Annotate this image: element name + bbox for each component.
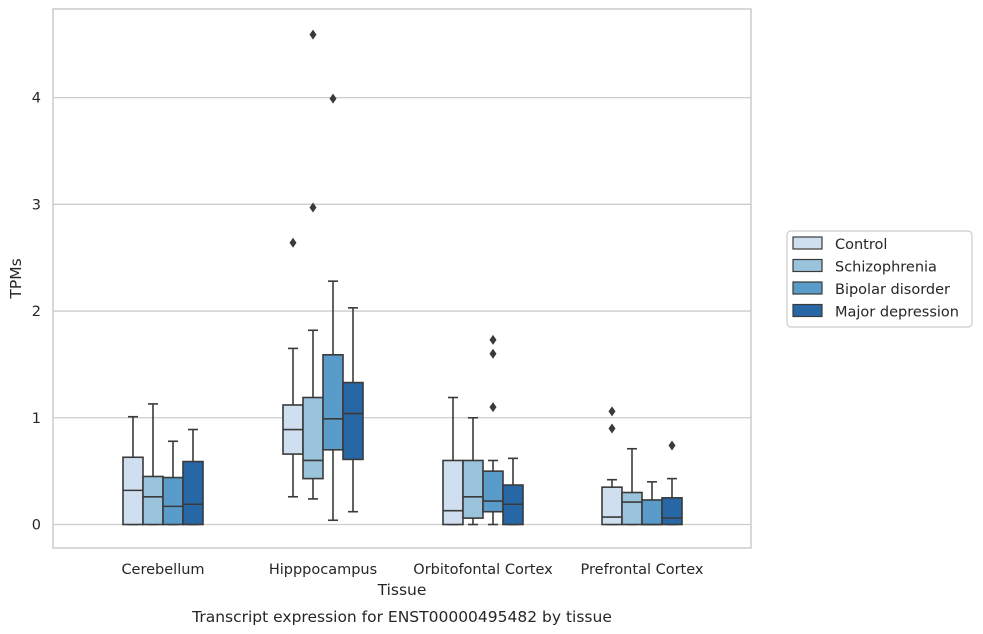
- box-iqr: [442, 459, 464, 526]
- y-tick-label: 3: [32, 197, 41, 213]
- x-tick-label: Orbitofontal Cortex: [413, 562, 553, 578]
- x-axis-label: Tissue: [377, 581, 427, 599]
- box-iqr: [482, 470, 504, 513]
- outlier-marker: [608, 423, 616, 434]
- y-tick-label: 4: [32, 91, 41, 107]
- legend-swatch: [792, 258, 823, 273]
- x-tick-label: Hipppocampus: [269, 562, 377, 578]
- box-iqr: [182, 460, 204, 526]
- y-axis-ticks: 0 1 2 3 4: [32, 91, 41, 534]
- y-tick-label: 0: [32, 518, 41, 534]
- box-iqr: [621, 491, 643, 526]
- box-bipolar-disorder: [482, 334, 504, 526]
- x-tick-label: Prefrontal Cortex: [581, 562, 704, 578]
- legend-item: Schizophrenia: [792, 258, 937, 276]
- box-iqr: [322, 354, 344, 451]
- outlier-marker: [489, 348, 497, 359]
- x-tick-label: Cerebellum: [121, 562, 204, 578]
- plot-area: [122, 29, 683, 526]
- y-tick-label: 1: [32, 411, 41, 427]
- outlier-marker: [329, 93, 337, 104]
- box-bipolar-disorder: [322, 93, 344, 522]
- box-iqr: [302, 396, 324, 480]
- legend: Control Schizophrenia Bipolar disorder Majo…: [786, 230, 973, 328]
- box-bipolar-disorder: [162, 440, 184, 526]
- box-control: [122, 415, 144, 526]
- outlier-marker: [668, 440, 676, 451]
- box-schizophrenia: [302, 29, 324, 500]
- legend-label: Major depression: [835, 305, 959, 321]
- legend-item: Major depression: [792, 303, 959, 321]
- outlier-marker: [309, 29, 317, 40]
- box-iqr: [641, 499, 663, 526]
- chart-caption: Transcript expression for ENST0000049548…: [191, 608, 612, 626]
- box-iqr: [342, 381, 364, 461]
- legend-label: Bipolar disorder: [835, 282, 950, 298]
- box-schizophrenia: [142, 403, 164, 526]
- legend-swatch: [792, 281, 823, 295]
- outlier-marker: [489, 402, 497, 413]
- outlier-marker: [309, 202, 317, 213]
- box-iqr: [162, 476, 184, 526]
- y-gridlines: [53, 96, 751, 526]
- legend-swatch: [792, 303, 823, 318]
- legend-frame: [786, 230, 973, 328]
- outlier-marker: [489, 334, 497, 345]
- box-iqr: [661, 497, 683, 526]
- legend-label: Schizophrenia: [835, 260, 937, 276]
- legend-item: Control: [792, 236, 887, 253]
- box-schizophrenia: [621, 447, 643, 526]
- y-tick-label: 2: [32, 304, 41, 320]
- box-control: [601, 406, 623, 526]
- box-control: [282, 237, 304, 498]
- box-schizophrenia: [462, 416, 484, 526]
- box-iqr: [462, 459, 484, 519]
- legend-label: Control: [835, 237, 887, 253]
- outlier-marker: [289, 237, 297, 248]
- box-major-depression: [182, 428, 204, 526]
- box-major-depression: [502, 457, 524, 526]
- box-iqr: [142, 475, 164, 526]
- box-major-depression: [661, 440, 683, 526]
- box-major-depression: [342, 307, 364, 513]
- box-control: [442, 396, 464, 526]
- box-iqr: [601, 486, 623, 526]
- x-axis-ticks: Cerebellum Hipppocampus Orbitofontal Corte…: [121, 562, 703, 578]
- outlier-marker: [608, 406, 616, 417]
- y-axis-label: TPMs: [7, 258, 25, 299]
- box-bipolar-disorder: [641, 481, 663, 526]
- legend-swatch: [792, 236, 823, 250]
- plot-frame: [52, 8, 752, 549]
- legend-item: Bipolar disorder: [792, 281, 950, 298]
